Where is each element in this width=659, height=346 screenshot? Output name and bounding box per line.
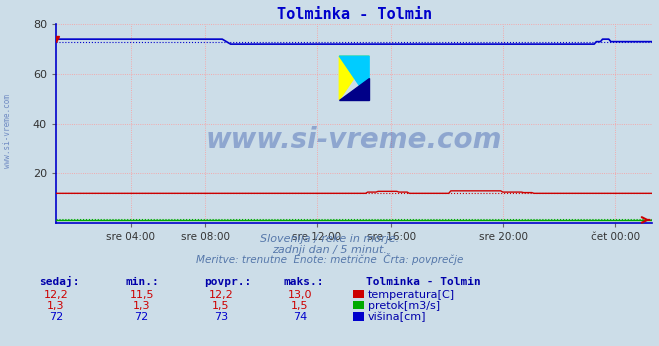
Text: zadnji dan / 5 minut.: zadnji dan / 5 minut.	[272, 245, 387, 255]
Text: Tolminka - Tolmin: Tolminka - Tolmin	[366, 277, 480, 288]
Text: Slovenija / reke in morje.: Slovenija / reke in morje.	[260, 234, 399, 244]
Text: 74: 74	[293, 312, 307, 322]
Text: Meritve: trenutne  Enote: metrične  Črta: povprečje: Meritve: trenutne Enote: metrične Črta: …	[196, 253, 463, 265]
Polygon shape	[339, 56, 369, 100]
Text: 11,5: 11,5	[129, 290, 154, 300]
Text: min.:: min.:	[125, 277, 159, 288]
Title: Tolminka - Tolmin: Tolminka - Tolmin	[277, 7, 432, 22]
Text: maks.:: maks.:	[283, 277, 324, 288]
Text: povpr.:: povpr.:	[204, 277, 252, 288]
Text: www.si-vreme.com: www.si-vreme.com	[206, 126, 502, 154]
Text: pretok[m3/s]: pretok[m3/s]	[368, 301, 440, 311]
Text: 72: 72	[49, 312, 63, 322]
Text: www.si-vreme.com: www.si-vreme.com	[3, 94, 13, 169]
Text: 73: 73	[214, 312, 228, 322]
Polygon shape	[339, 78, 369, 100]
Text: 1,5: 1,5	[212, 301, 229, 311]
Text: 72: 72	[134, 312, 149, 322]
Text: temperatura[C]: temperatura[C]	[368, 290, 455, 300]
Text: 12,2: 12,2	[208, 290, 233, 300]
Text: 1,3: 1,3	[133, 301, 150, 311]
Text: 12,2: 12,2	[43, 290, 69, 300]
Polygon shape	[339, 56, 369, 100]
Text: 13,0: 13,0	[287, 290, 312, 300]
Text: sedaj:: sedaj:	[40, 276, 80, 288]
Text: 1,5: 1,5	[291, 301, 308, 311]
Text: višina[cm]: višina[cm]	[368, 312, 426, 322]
Text: 1,3: 1,3	[47, 301, 65, 311]
